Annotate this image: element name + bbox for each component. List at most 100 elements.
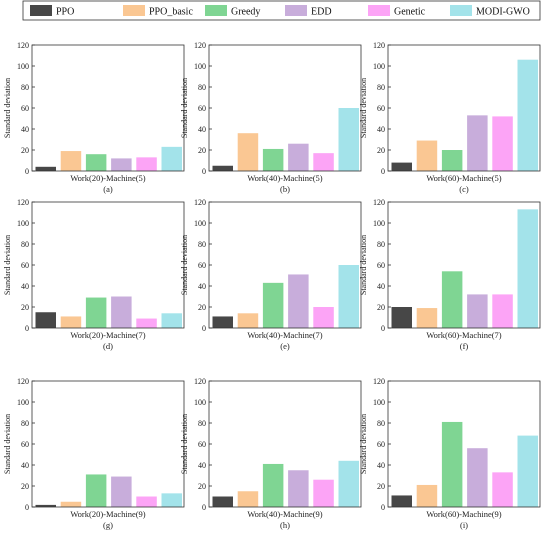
y-tick-label: 20 <box>21 303 29 312</box>
bar-i-modi-gwo <box>517 435 538 507</box>
panel-label: (c) <box>459 184 469 194</box>
legend-swatch-genetic <box>368 5 390 16</box>
x-axis-label: Work(20)-Machine(5) <box>70 173 145 183</box>
y-tick-label: 0 <box>202 167 206 176</box>
y-tick-label: 100 <box>194 219 206 228</box>
legend-swatch-edd <box>285 5 307 16</box>
y-tick-label: 0 <box>202 324 206 333</box>
panel-label: (g) <box>103 520 113 530</box>
y-axis-title: Standard deviation <box>180 235 189 295</box>
y-tick-label: 20 <box>377 146 385 155</box>
x-axis-label: Work(40)-Machine(9) <box>247 509 322 519</box>
y-tick-label: 100 <box>373 62 385 71</box>
x-axis-label: Work(60)-Machine(7) <box>426 330 501 340</box>
y-tick-label: 80 <box>198 419 206 428</box>
panel-label: (a) <box>103 184 113 194</box>
bar-a-edd <box>111 158 132 171</box>
legend-label-greedy: Greedy <box>231 7 260 18</box>
bar-c-ppo-basic <box>416 140 438 171</box>
bar-i-ppo <box>391 495 412 507</box>
y-tick-label: 20 <box>377 303 385 312</box>
y-axis-title: Standard deviation <box>359 414 368 474</box>
panel-label: (d) <box>103 341 113 351</box>
bar-c-greedy <box>441 150 463 171</box>
plot-frame <box>208 201 362 329</box>
x-axis-label: Work(20)-Machine(7) <box>70 330 145 340</box>
bar-c-edd <box>467 115 488 171</box>
y-tick-label: 100 <box>17 398 29 407</box>
y-axis-title: Standard deviation <box>180 78 189 138</box>
y-tick-label: 40 <box>21 461 29 470</box>
y-tick-label: 120 <box>17 198 29 207</box>
plot-frame <box>387 44 541 172</box>
y-axis-title: Standard deviation <box>3 414 12 474</box>
y-tick-label: 120 <box>194 41 206 50</box>
y-tick-label: 80 <box>377 240 385 249</box>
y-tick-label: 80 <box>198 240 206 249</box>
y-tick-label: 0 <box>25 324 29 333</box>
legend-swatch-ppo-basic <box>123 5 145 16</box>
bar-a-ppo-basic <box>60 151 82 171</box>
y-tick-label: 40 <box>377 282 385 291</box>
x-axis-label: Work(60)-Machine(5) <box>426 173 501 183</box>
bar-h-modi-gwo <box>338 460 359 507</box>
bar-i-genetic <box>492 472 513 507</box>
bar-f-ppo-basic <box>416 308 438 328</box>
y-tick-label: 80 <box>21 83 29 92</box>
y-tick-label: 80 <box>198 83 206 92</box>
x-axis-label: Work(60)-Machine(9) <box>426 509 501 519</box>
y-tick-label: 100 <box>194 398 206 407</box>
bar-g-edd <box>111 476 132 507</box>
chart-panel-e: 0 20 40 60 80 100 120 Standard deviation Work(40… <box>180 198 362 351</box>
bar-e-ppo <box>212 316 233 328</box>
bar-b-modi-gwo <box>338 108 359 171</box>
y-tick-label: 20 <box>198 482 206 491</box>
bar-c-genetic <box>492 116 513 171</box>
legend: PPO PPO_basic Greedy EDD Genetic MODI-GWO <box>22 0 541 21</box>
bar-e-greedy <box>262 282 284 328</box>
y-tick-label: 120 <box>373 198 385 207</box>
bar-g-modi-gwo <box>161 493 182 507</box>
y-tick-label: 20 <box>21 482 29 491</box>
y-tick-label: 0 <box>381 167 385 176</box>
bar-h-edd <box>288 470 309 507</box>
bar-e-modi-gwo <box>338 265 359 328</box>
y-tick-label: 100 <box>17 62 29 71</box>
y-tick-label: 60 <box>198 440 206 449</box>
bar-c-modi-gwo <box>517 59 538 172</box>
y-tick-label: 40 <box>377 461 385 470</box>
y-axis-title: Standard deviation <box>3 235 12 295</box>
bar-a-genetic <box>136 157 157 171</box>
y-tick-label: 20 <box>198 146 206 155</box>
y-axis-title: Standard deviation <box>359 235 368 295</box>
bar-b-edd <box>288 143 309 171</box>
y-tick-label: 20 <box>377 482 385 491</box>
y-tick-label: 40 <box>198 282 206 291</box>
y-tick-label: 80 <box>21 419 29 428</box>
y-tick-label: 60 <box>21 440 29 449</box>
y-tick-label: 120 <box>17 377 29 386</box>
panel-label: (b) <box>280 184 290 194</box>
chart-panel-d: 0 20 40 60 80 100 120 Standard deviation Work(20… <box>3 198 185 351</box>
y-tick-label: 40 <box>198 461 206 470</box>
bar-e-ppo-basic <box>237 313 259 328</box>
y-tick-label: 0 <box>202 503 206 512</box>
bar-a-modi-gwo <box>161 146 182 171</box>
x-axis-label: Work(40)-Machine(7) <box>247 330 322 340</box>
y-tick-label: 120 <box>194 377 206 386</box>
plot-frame <box>208 380 362 508</box>
bar-i-edd <box>467 448 488 507</box>
y-tick-label: 60 <box>198 261 206 270</box>
legend-label-ppo-basic: PPO_basic <box>149 7 193 18</box>
panel-label: (h) <box>280 520 290 530</box>
y-tick-label: 40 <box>21 282 29 291</box>
x-axis-label: Work(20)-Machine(9) <box>70 509 145 519</box>
y-tick-label: 60 <box>377 440 385 449</box>
y-axis-title: Standard deviation <box>3 78 12 138</box>
bar-f-ppo <box>391 307 412 328</box>
y-tick-label: 20 <box>21 146 29 155</box>
bar-d-ppo-basic <box>60 316 82 328</box>
y-tick-label: 100 <box>373 398 385 407</box>
y-axis-title: Standard deviation <box>180 414 189 474</box>
plot-frame <box>31 201 185 329</box>
